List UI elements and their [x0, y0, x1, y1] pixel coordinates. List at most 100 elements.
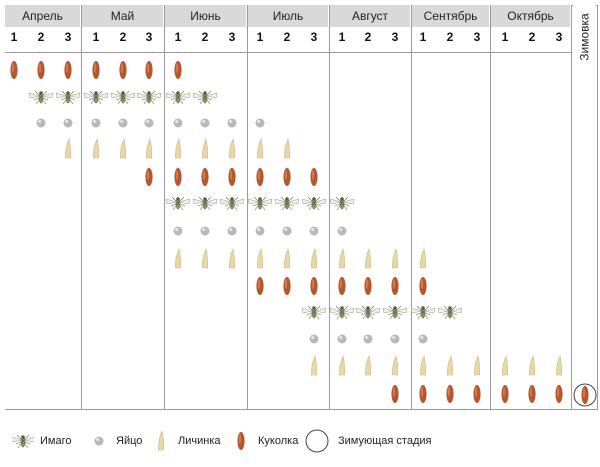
larva-icon [65, 138, 71, 159]
imago-icon [219, 196, 245, 211]
month-header: Сентябрь [412, 5, 489, 27]
egg-icon [227, 226, 237, 236]
grid-divider-vertical [411, 5, 412, 409]
grid-divider-horizontal [5, 409, 598, 410]
egg-icon [309, 226, 319, 236]
egg-icon [173, 118, 183, 128]
decade-label: 3 [64, 30, 72, 44]
imago-icon [247, 196, 273, 211]
egg-icon [144, 118, 154, 128]
legend-label: Имаго [40, 435, 72, 447]
imago-legend-icon [12, 434, 34, 449]
pupa-icon [10, 61, 18, 79]
decade-label: 1 [92, 30, 100, 44]
grid-divider-vertical [597, 5, 598, 409]
pupa-icon [391, 385, 399, 403]
imago-icon [28, 90, 54, 105]
decade-label: 2 [364, 30, 372, 44]
egg-icon [337, 226, 347, 236]
decade-label: 2 [528, 30, 536, 44]
egg-legend-icon [94, 436, 104, 446]
egg-icon [227, 118, 237, 128]
decade-label: 3 [228, 30, 236, 44]
pupa-icon [473, 385, 481, 403]
larva-icon [175, 138, 181, 159]
larva-icon [420, 248, 426, 269]
egg-icon [418, 334, 428, 344]
larva-icon [556, 355, 562, 376]
imago-icon [136, 90, 162, 105]
pupa-icon [310, 168, 318, 186]
egg-icon [173, 226, 183, 236]
decade-label: 3 [555, 30, 563, 44]
pupa-icon [256, 168, 264, 186]
decade-label: 3 [473, 30, 481, 44]
imago-icon [55, 90, 81, 105]
legend-label: Яйцо [116, 435, 143, 447]
decade-label: 1 [10, 30, 18, 44]
egg-icon [282, 226, 292, 236]
month-header: Октябрь [491, 5, 570, 27]
pupa-icon [528, 385, 536, 403]
pupa-icon [174, 168, 182, 186]
larva-icon [202, 248, 208, 269]
egg-icon [91, 118, 101, 128]
wintering-column [573, 5, 596, 409]
grid-divider-vertical [490, 5, 491, 409]
egg-icon [255, 118, 265, 128]
legend-item-imago: Имаго [12, 430, 71, 452]
decade-label: 2 [201, 30, 209, 44]
larva-icon [420, 355, 426, 376]
larva-icon [392, 355, 398, 376]
imago-icon [382, 305, 408, 320]
grid-divider-vertical [164, 5, 165, 409]
larva-icon [229, 138, 235, 159]
larva-icon [229, 248, 235, 269]
pupa-icon [310, 277, 318, 295]
month-header: Май [82, 5, 163, 27]
imago-icon [192, 90, 218, 105]
pupa-icon [391, 277, 399, 295]
larva-legend-icon [158, 430, 164, 451]
winter-legend-icon [305, 429, 329, 453]
legend-label: Куколка [258, 435, 299, 447]
decade-label: 2 [37, 30, 45, 44]
pupa-icon [119, 61, 127, 79]
decade-label: 1 [256, 30, 264, 44]
pupa-icon [37, 61, 45, 79]
pupa-icon [419, 277, 427, 295]
imago-icon [165, 196, 191, 211]
grid-divider-vertical [571, 5, 572, 409]
legend-item-egg: Яйцо [88, 430, 142, 452]
imago-icon [165, 90, 191, 105]
decade-label: 2 [446, 30, 454, 44]
imago-icon [274, 196, 300, 211]
pupa-icon [145, 168, 153, 186]
legend-item-pupa: Куколка [230, 430, 298, 452]
legend-item-larva: Личинка [150, 430, 221, 452]
pupa-icon [283, 277, 291, 295]
larva-icon [175, 248, 181, 269]
larva-icon [202, 138, 208, 159]
larva-icon [120, 138, 126, 159]
larva-icon [284, 138, 290, 159]
legend-label: Личинка [178, 435, 221, 447]
imago-icon [301, 305, 327, 320]
imago-icon [192, 196, 218, 211]
decade-label: 3 [310, 30, 318, 44]
larva-icon [284, 248, 290, 269]
legend-label: Зимующая стадия [338, 435, 432, 447]
pupa-icon [419, 385, 427, 403]
month-header: Июнь [165, 5, 246, 27]
pupa-icon [92, 61, 100, 79]
larva-icon [93, 138, 99, 159]
larva-icon [447, 355, 453, 376]
pupa-icon [364, 277, 372, 295]
decade-label: 1 [501, 30, 509, 44]
pupa-icon [283, 168, 291, 186]
decade-label: 1 [338, 30, 346, 44]
pupa-legend-icon [237, 432, 245, 450]
egg-icon [36, 118, 46, 128]
pupa-icon [256, 277, 264, 295]
